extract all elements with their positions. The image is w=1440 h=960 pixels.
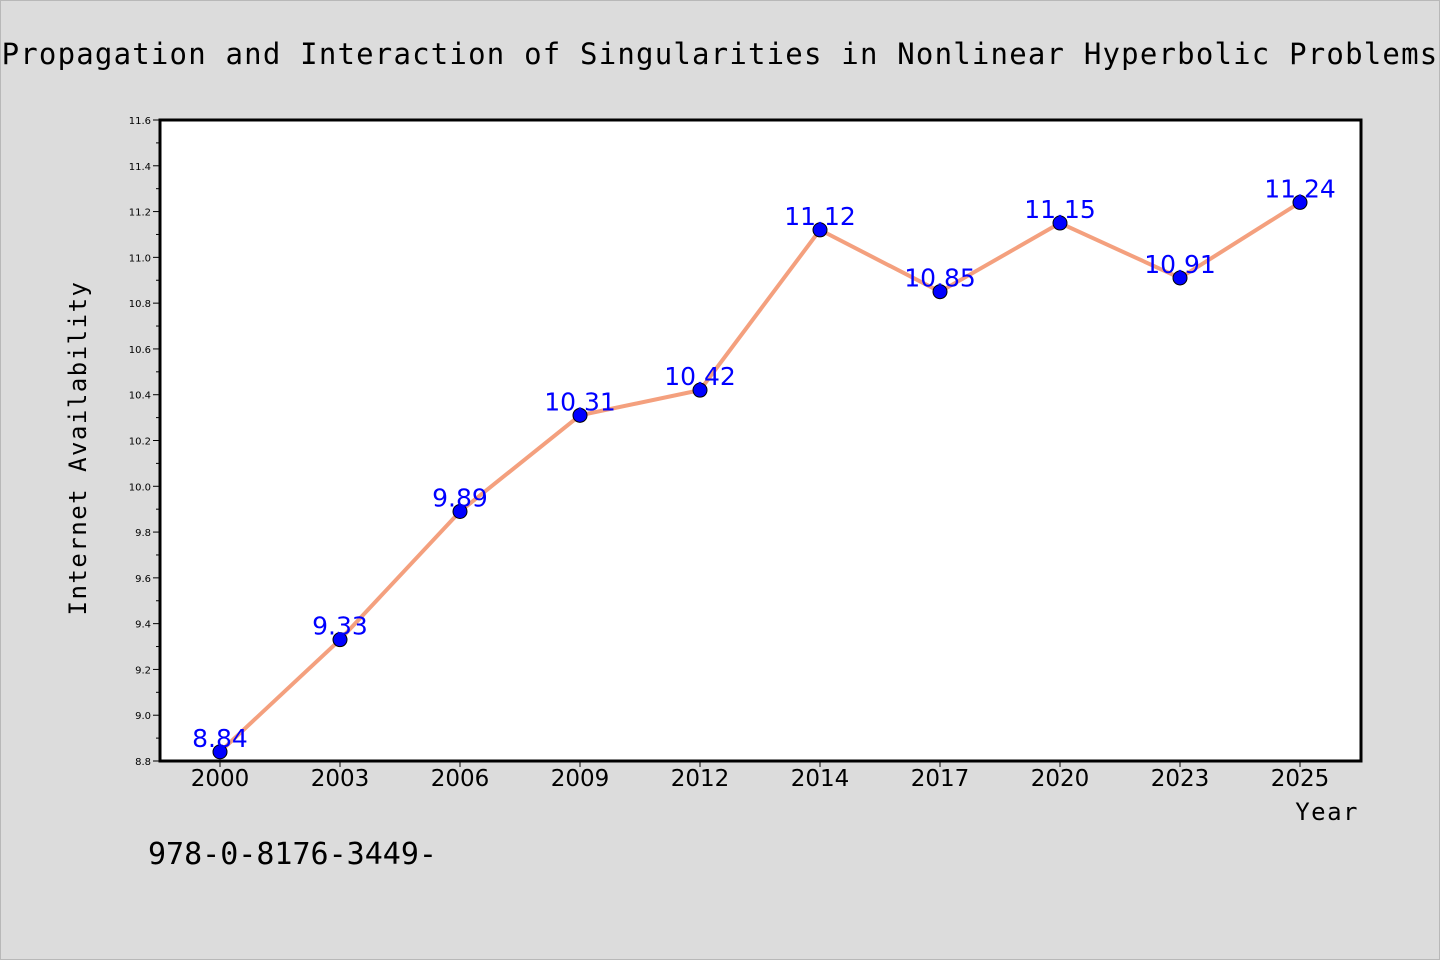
x-tick-label: 2006 xyxy=(431,766,490,792)
y-tick-label: 10.8 xyxy=(129,299,151,310)
data-label: 11.15 xyxy=(1024,195,1096,224)
plot-frame xyxy=(158,118,1363,763)
x-axis-label: Year xyxy=(1295,798,1359,826)
y-tick-label: 9.4 xyxy=(135,620,151,631)
data-label: 11.12 xyxy=(784,202,856,231)
footer-text: 978-0-8176-3449- xyxy=(148,837,437,872)
data-labels: 8.84 9.33 9.89 10.31 10.42 11.12 10.85 11.15 10.… xyxy=(192,174,1336,752)
x-tick-label: 2020 xyxy=(1031,766,1090,792)
y-tick-label: 10.6 xyxy=(129,345,151,356)
data-point xyxy=(452,503,468,519)
y-tick-label: 11.6 xyxy=(129,116,151,127)
y-tick-label: 9.8 xyxy=(135,528,151,539)
data-point xyxy=(212,744,228,760)
data-label: 10.85 xyxy=(904,264,976,293)
x-tick-label: 2014 xyxy=(791,766,850,792)
y-tick-label: 10.2 xyxy=(129,437,151,448)
data-label: 10.42 xyxy=(664,362,736,391)
y-tick-label: 11.4 xyxy=(129,162,151,173)
x-axis-ticks: 2000 2003 2006 2009 2012 2014 2017 2020 2023 2025 xyxy=(191,761,1330,792)
series-line xyxy=(218,200,1302,754)
data-point xyxy=(1292,194,1308,210)
data-label: 11.24 xyxy=(1264,174,1336,203)
y-tick-label: 11.2 xyxy=(129,208,151,219)
data-point xyxy=(932,284,948,300)
data-point xyxy=(812,222,828,238)
data-point xyxy=(572,407,588,423)
y-tick-label: 8.8 xyxy=(135,757,151,768)
data-label: 9.33 xyxy=(312,612,368,641)
data-label: 9.89 xyxy=(432,483,488,512)
x-tick-label: 2017 xyxy=(911,766,970,792)
y-axis-ticks: 8.8 9.0 9.2 9.4 9.6 9.8 10.0 10.2 10.4 10.6 10.8 11… xyxy=(129,116,160,768)
x-tick-label: 2003 xyxy=(311,766,370,792)
chart-title: Propagation and Interaction of Singulari… xyxy=(2,37,1439,71)
data-label: 10.31 xyxy=(544,387,616,416)
data-point xyxy=(692,382,708,398)
data-point xyxy=(1172,270,1188,286)
data-point xyxy=(332,632,348,648)
x-tick-label: 2023 xyxy=(1151,766,1210,792)
series xyxy=(212,194,1308,760)
y-tick-label: 9.6 xyxy=(135,574,151,585)
x-tick-label: 2025 xyxy=(1271,766,1330,792)
y-tick-label: 10.4 xyxy=(129,391,151,402)
y-tick-label: 9.0 xyxy=(135,711,151,722)
data-point xyxy=(1052,215,1068,231)
y-tick-label: 11.0 xyxy=(129,253,151,264)
data-label: 10.91 xyxy=(1144,250,1216,279)
x-tick-label: 2009 xyxy=(551,766,610,792)
x-tick-label: 2012 xyxy=(671,766,730,792)
x-tick-label: 2000 xyxy=(191,766,250,792)
data-label: 8.84 xyxy=(192,724,248,753)
y-tick-label: 10.0 xyxy=(129,482,151,493)
plot-area xyxy=(160,120,1361,761)
y-tick-label: 9.2 xyxy=(135,665,151,676)
y-axis-label: Internet Availability xyxy=(64,281,92,616)
